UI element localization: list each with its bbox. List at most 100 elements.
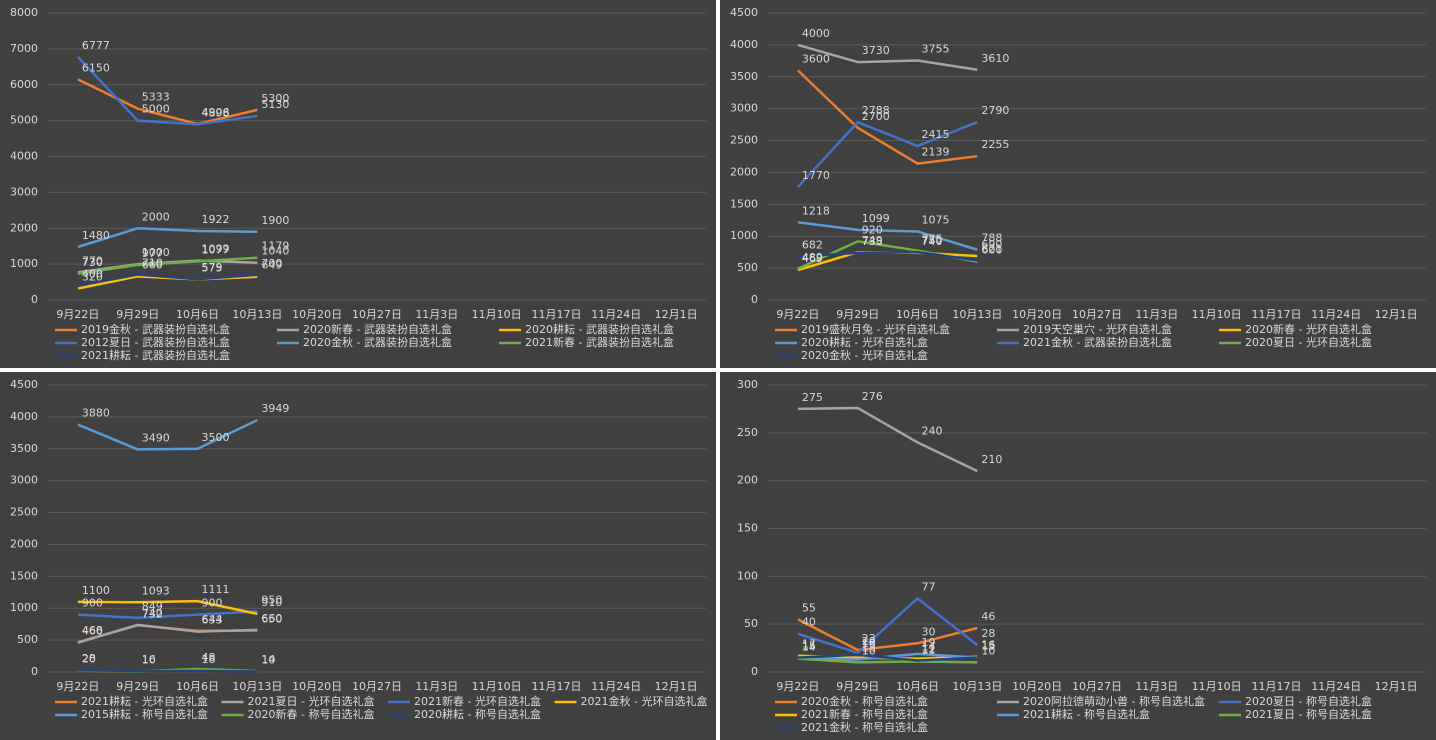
data-label: 10 <box>862 644 876 657</box>
chart-panel: 0 500 1000 1500 2000 2500 3000 3500 4000 4500 9月22… <box>720 0 1436 368</box>
y-tick-label: 1000 <box>10 257 38 270</box>
data-label: 46 <box>981 610 995 623</box>
data-label: 950 <box>261 593 282 606</box>
data-label: 770 <box>82 254 103 267</box>
data-label: 3949 <box>261 402 289 415</box>
series-line <box>797 250 978 262</box>
x-tick-label: 9月22日 <box>776 680 819 693</box>
data-label: 600 <box>981 244 1002 257</box>
y-tick-label: 4500 <box>10 378 38 391</box>
y-tick-label: 1000 <box>10 601 38 614</box>
data-label: 12 <box>922 643 936 656</box>
data-label: 1093 <box>142 584 170 597</box>
x-tick-label: 9月22日 <box>56 308 99 321</box>
data-label: 730 <box>82 256 103 269</box>
y-tick-label: 100 <box>737 569 758 582</box>
data-label: 5130 <box>261 98 289 111</box>
data-label: 579 <box>202 261 223 274</box>
data-label: 55 <box>802 601 816 614</box>
y-tick-label: 6000 <box>10 78 38 91</box>
legend-label: 2020耕耘 - 称号自选礼盒 <box>414 707 541 721</box>
series-line <box>77 599 258 616</box>
y-tick-label: 1500 <box>10 569 38 582</box>
data-label: 14 <box>802 641 816 654</box>
data-label: 849 <box>142 600 163 613</box>
x-tick-label: 10月13日 <box>952 308 1002 321</box>
x-tick-label: 9月29日 <box>116 308 159 321</box>
legend-label: 2020阿拉德萌动小兽 - 称号自选礼盒 <box>1023 694 1205 708</box>
y-tick-label: 7000 <box>10 42 38 55</box>
y-tick-label: 2500 <box>10 506 38 519</box>
x-tick-label: 9月29日 <box>836 308 879 321</box>
data-label: 740 <box>142 607 163 620</box>
data-label: 3880 <box>82 407 110 420</box>
data-label: 977 <box>142 247 163 260</box>
data-label: 15 <box>981 640 995 653</box>
data-label: 788 <box>981 232 1002 245</box>
x-tick-label: 11月17日 <box>531 308 581 321</box>
x-tick-label: 10月20日 <box>292 680 342 693</box>
x-tick-label: 10月6日 <box>176 308 219 321</box>
y-tick-label: 1500 <box>730 197 758 210</box>
data-label: 28 <box>82 652 96 665</box>
y-tick-label: 3500 <box>730 70 758 83</box>
data-label: 2000 <box>142 210 170 223</box>
data-label: 6150 <box>82 61 110 74</box>
y-tick-label: 2500 <box>730 134 758 147</box>
y-tick-label: 500 <box>737 261 758 274</box>
data-label: 4906 <box>202 106 230 119</box>
x-tick-label: 12月1日 <box>655 680 698 693</box>
x-tick-label: 11月24日 <box>591 680 641 693</box>
y-tick-label: 8000 <box>10 6 38 19</box>
x-tick-label: 11月3日 <box>1135 308 1178 321</box>
data-label: 77 <box>922 580 936 593</box>
chart-panel: 0 1000 2000 3000 4000 5000 6000 7000 8000 9月22日 9月… <box>0 0 716 368</box>
legend-label: 2021夏日 - 光环自选礼盒 <box>248 694 375 708</box>
legend-label: 2021耕耘 - 光环自选礼盒 <box>81 694 208 708</box>
legend-label: 2015耕耘 - 称号自选礼盒 <box>81 707 208 721</box>
y-tick-label: 4000 <box>10 410 38 423</box>
data-label: 775 <box>922 233 943 246</box>
data-label: 710 <box>142 257 163 270</box>
legend-label: 2020新春 - 称号自选礼盒 <box>248 707 375 721</box>
legend-label: 2020夏日 - 称号自选礼盒 <box>1245 694 1372 708</box>
x-tick-label: 9月29日 <box>836 680 879 693</box>
x-tick-label: 10月20日 <box>1012 308 1062 321</box>
x-tick-label: 11月3日 <box>415 308 458 321</box>
data-label: 1179 <box>261 240 289 253</box>
x-tick-label: 10月27日 <box>352 680 402 693</box>
data-label: 732 <box>142 607 163 620</box>
data-label: 28 <box>981 627 995 640</box>
series-line <box>77 78 258 126</box>
data-label: 644 <box>202 613 223 626</box>
legend-label: 2019天空巢穴 - 光环自选礼盒 <box>1023 322 1172 336</box>
data-label: 10 <box>142 653 156 666</box>
data-label: 910 <box>261 596 282 609</box>
data-label: 20 <box>862 635 876 648</box>
data-label: 16 <box>142 653 156 666</box>
x-tick-label: 11月10日 <box>472 308 522 321</box>
x-tick-label: 12月1日 <box>1375 308 1418 321</box>
legend-label: 2020夏日 - 光环自选礼盒 <box>1245 335 1372 349</box>
x-tick-label: 11月24日 <box>1311 308 1361 321</box>
series-line <box>77 610 258 620</box>
data-label: 3600 <box>802 52 830 65</box>
data-label: 469 <box>802 252 823 265</box>
data-label: 6777 <box>82 39 110 52</box>
x-tick-label: 10月20日 <box>292 308 342 321</box>
series-line <box>77 623 258 644</box>
x-tick-label: 10月13日 <box>232 308 282 321</box>
data-label: 1900 <box>261 214 289 227</box>
x-tick-label: 11月3日 <box>1135 680 1178 693</box>
data-label: 2415 <box>922 128 950 141</box>
panel-background <box>0 372 716 740</box>
data-label: 2700 <box>862 110 890 123</box>
data-label: 5000 <box>142 103 170 116</box>
series-line <box>797 406 978 473</box>
data-label: 2139 <box>922 146 950 159</box>
x-tick-label: 11月24日 <box>1311 680 1361 693</box>
legend-label: 2020新春 - 武器装扮自选礼盒 <box>303 322 452 336</box>
data-label: 19 <box>922 636 936 649</box>
y-tick-label: 300 <box>737 378 758 391</box>
data-label: 2790 <box>981 104 1009 117</box>
